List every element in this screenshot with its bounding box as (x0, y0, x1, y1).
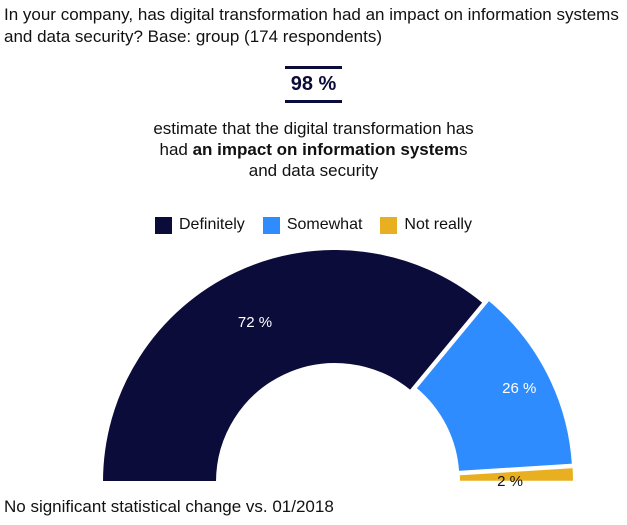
kpi-line-2: had an impact on information systems (0, 139, 627, 160)
kpi-line-3: and data security (248, 161, 379, 180)
legend-item-not-really: Not really (380, 216, 472, 234)
kpi-line-1: estimate that the digital transformation… (153, 119, 474, 138)
chart-legend: Definitely Somewhat Not really (0, 216, 627, 234)
legend-swatch-definitely (155, 216, 172, 234)
slice-somewhat (414, 298, 574, 473)
legend-swatch-somewhat (262, 216, 280, 234)
slice-label-somewhat: 26 % (502, 380, 536, 397)
footnote: No significant statistical change vs. 01… (4, 497, 334, 516)
slice-not-really (457, 466, 575, 483)
legend-label-definitely: Definitely (179, 216, 245, 233)
kpi-description: estimate that the digital transformation… (0, 118, 627, 181)
kpi-line-2-post: s (458, 140, 468, 159)
chart-title: In your company, has digital transformat… (4, 5, 619, 46)
slice-definitely (100, 250, 485, 483)
legend-item-definitely: Definitely (155, 216, 245, 234)
kpi-value: 98 % (284, 66, 343, 103)
slice-label-definitely: 72 % (238, 314, 272, 331)
kpi-block: 98 % (0, 66, 627, 103)
kpi-line-2-bold: an impact on information system (192, 140, 459, 159)
kpi-line-2-pre: had (159, 140, 193, 159)
legend-swatch-not-really (380, 216, 398, 234)
semi-donut-chart: 72 % 26 % 2 % (100, 250, 575, 490)
legend-label-not-really: Not really (404, 216, 472, 233)
legend-label-somewhat: Somewhat (286, 216, 363, 233)
legend-item-somewhat: Somewhat (262, 216, 363, 234)
slice-label-not-really: 2 % (497, 473, 523, 490)
